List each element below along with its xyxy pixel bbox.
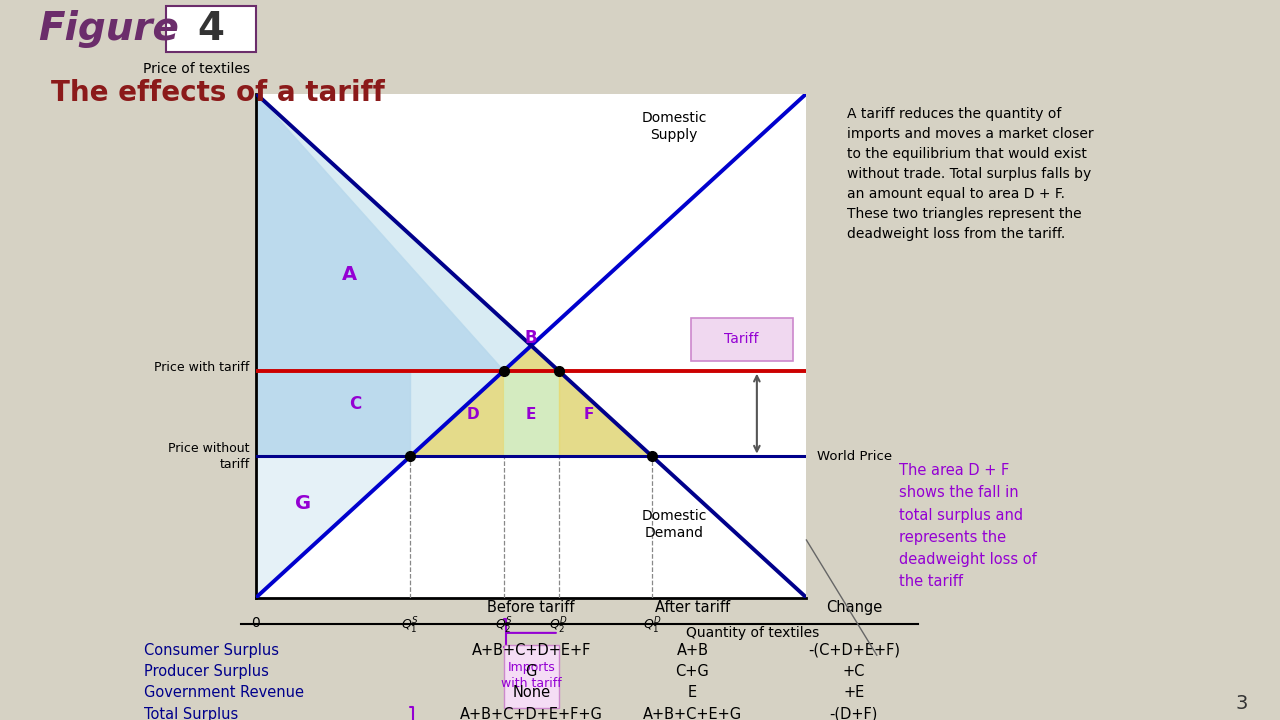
Text: +C: +C (842, 664, 865, 679)
Polygon shape (504, 346, 559, 371)
Text: E: E (687, 685, 698, 701)
Text: 0: 0 (252, 616, 260, 629)
Text: Consumer Surplus: Consumer Surplus (145, 643, 279, 658)
Text: Imports
with tariff: Imports with tariff (500, 661, 562, 690)
Text: C: C (349, 395, 361, 413)
Text: -(D+F): -(D+F) (829, 707, 878, 720)
Text: None: None (512, 685, 550, 701)
Text: $Q_1^S$: $Q_1^S$ (401, 616, 419, 636)
Text: The effects of a tariff: The effects of a tariff (51, 79, 385, 107)
Polygon shape (256, 456, 410, 598)
Text: E: E (526, 407, 536, 422)
Text: G: G (294, 495, 311, 513)
Text: A: A (342, 265, 357, 284)
Text: Producer Surplus: Producer Surplus (145, 664, 269, 679)
Text: Total Surplus: Total Surplus (145, 707, 238, 720)
Text: $Q_2^S$: $Q_2^S$ (494, 616, 513, 636)
Text: B: B (525, 329, 538, 347)
Text: -(C+D+E+F): -(C+D+E+F) (808, 643, 900, 658)
Text: A tariff reduces the quantity of
imports and moves a market closer
to the equili: A tariff reduces the quantity of imports… (846, 107, 1093, 241)
Text: Quantity of textiles: Quantity of textiles (686, 626, 819, 640)
FancyBboxPatch shape (504, 645, 559, 708)
FancyBboxPatch shape (691, 318, 792, 361)
Text: Before tariff: Before tariff (488, 600, 575, 615)
Polygon shape (410, 371, 504, 456)
Text: $Q_2^D$: $Q_2^D$ (549, 616, 568, 636)
Text: C+G: C+G (676, 664, 709, 679)
Text: Price without
tariff: Price without tariff (168, 442, 250, 471)
Text: A+B+C+E+G: A+B+C+E+G (643, 707, 742, 720)
Text: G: G (526, 664, 536, 679)
Text: A+B+C+D+E+F+G: A+B+C+D+E+F+G (460, 707, 603, 720)
Text: Domestic
Demand: Domestic Demand (641, 509, 707, 540)
Text: Domestic
Supply: Domestic Supply (641, 111, 707, 142)
Text: A+B: A+B (676, 643, 709, 658)
Polygon shape (256, 94, 504, 371)
Polygon shape (504, 371, 559, 456)
Text: After tariff: After tariff (655, 600, 730, 615)
Text: $Q_1^D$: $Q_1^D$ (643, 616, 662, 636)
Text: 4: 4 (197, 10, 225, 48)
Text: Price with tariff: Price with tariff (154, 361, 250, 374)
Text: Tariff: Tariff (724, 332, 759, 346)
Polygon shape (256, 94, 653, 456)
Text: The area D + F
shows the fall in
total surplus and
represents the
deadweight los: The area D + F shows the fall in total s… (899, 463, 1037, 589)
Text: Government Revenue: Government Revenue (145, 685, 305, 701)
Text: Price of textiles: Price of textiles (142, 62, 250, 76)
Text: F: F (584, 407, 594, 422)
Text: +E: +E (844, 685, 864, 701)
Polygon shape (256, 371, 410, 456)
Text: A+B+C+D+E+F: A+B+C+D+E+F (471, 643, 591, 658)
Text: World Price: World Price (818, 450, 892, 463)
Text: Figure: Figure (38, 10, 179, 48)
FancyBboxPatch shape (166, 6, 256, 52)
Polygon shape (559, 371, 653, 456)
Text: Change: Change (826, 600, 882, 615)
Text: 3: 3 (1235, 694, 1248, 713)
Text: D: D (467, 407, 480, 422)
